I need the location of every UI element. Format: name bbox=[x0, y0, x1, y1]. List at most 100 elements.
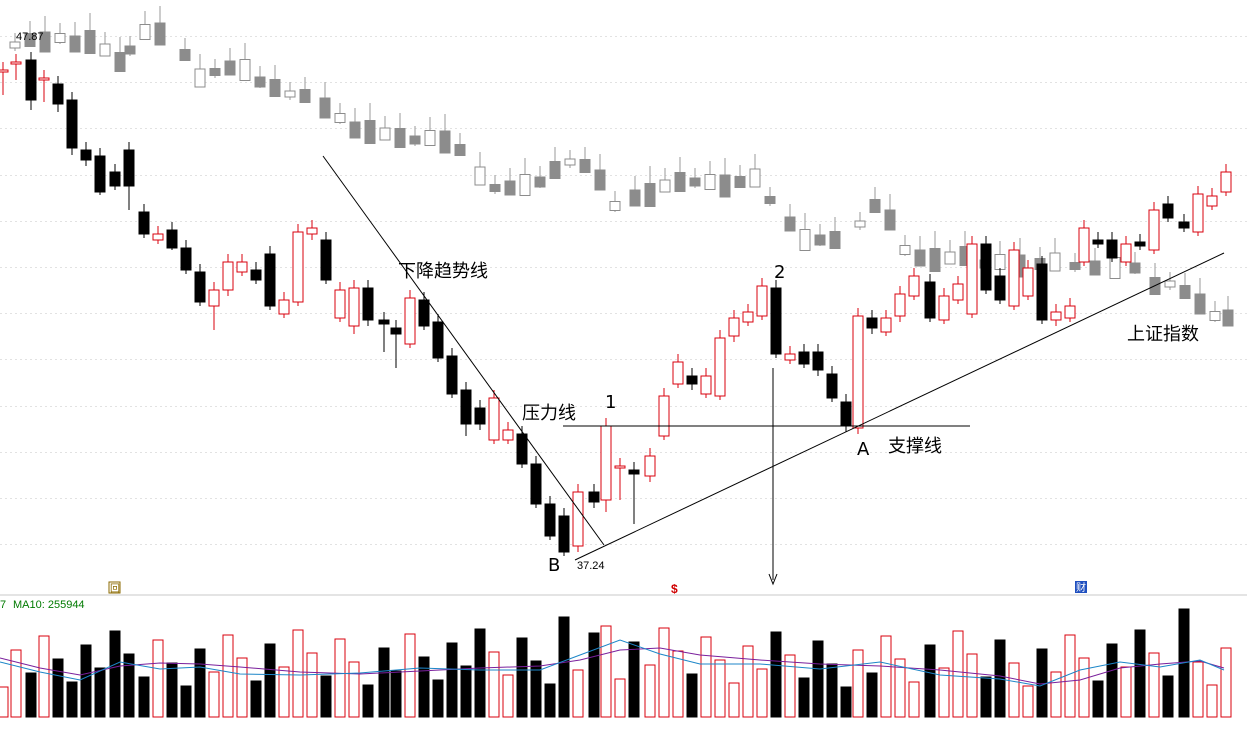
stock-candle bbox=[644, 448, 656, 482]
stock-candle bbox=[544, 496, 556, 540]
volume-bar bbox=[770, 631, 782, 718]
index-candle bbox=[299, 77, 311, 103]
event-marker-3[interactable]: 财 bbox=[1075, 581, 1087, 594]
volume-bar bbox=[784, 654, 796, 718]
stock-candle bbox=[460, 382, 472, 436]
stock-candle bbox=[1162, 196, 1174, 222]
index-candles bbox=[9, 6, 1234, 327]
index-candle bbox=[644, 166, 656, 207]
stock-candle bbox=[1120, 236, 1132, 266]
index-candle bbox=[719, 158, 731, 198]
stock-candle bbox=[38, 70, 50, 102]
index-candle bbox=[884, 194, 896, 231]
index-candle bbox=[439, 114, 451, 154]
resistance-label: 压力线 bbox=[522, 403, 576, 424]
breakout-arrow-head bbox=[768, 573, 778, 586]
stock-candle bbox=[474, 400, 486, 430]
volume-bar bbox=[109, 630, 121, 718]
svg-text:财: 财 bbox=[1076, 581, 1086, 594]
volume-bar bbox=[320, 675, 332, 718]
stock-candle bbox=[180, 240, 192, 274]
volume-bar bbox=[38, 635, 50, 718]
volume-bar bbox=[94, 667, 106, 718]
stock-candle bbox=[236, 254, 248, 276]
stock-candle bbox=[866, 310, 878, 334]
stock-candle bbox=[628, 462, 640, 524]
index-candle bbox=[474, 152, 486, 186]
index-candle bbox=[1069, 253, 1081, 272]
downtrend-line bbox=[322, 155, 605, 546]
stock-candle bbox=[138, 204, 150, 238]
index-candle bbox=[334, 103, 346, 124]
volume-bar bbox=[644, 664, 656, 718]
stock-candle bbox=[25, 52, 37, 110]
stock-candle bbox=[390, 320, 402, 368]
index-candle bbox=[54, 23, 66, 44]
stock-candle bbox=[378, 312, 390, 352]
stock-candle bbox=[1022, 260, 1034, 300]
volume-bar bbox=[742, 645, 754, 718]
stock-candles bbox=[0, 52, 1232, 556]
stock-candle bbox=[446, 348, 458, 398]
stock-candle bbox=[1064, 298, 1076, 322]
stock-candle bbox=[1134, 234, 1146, 250]
volume-bars bbox=[0, 608, 1232, 718]
point-b-label: B bbox=[548, 555, 560, 576]
volume-bar bbox=[840, 686, 852, 718]
volume-bar bbox=[236, 657, 248, 718]
volume-bar bbox=[530, 660, 542, 718]
volume-bar bbox=[1134, 629, 1146, 718]
volume-bar bbox=[544, 683, 556, 718]
stock-candle bbox=[530, 456, 542, 508]
index-candle bbox=[659, 168, 671, 193]
index-candle bbox=[1179, 273, 1191, 299]
stock-candle bbox=[1148, 202, 1160, 254]
volume-bar bbox=[1120, 666, 1132, 718]
stock-candle bbox=[700, 368, 712, 398]
index-candle bbox=[139, 11, 151, 40]
volume-bar bbox=[756, 668, 768, 718]
volume-bar bbox=[1148, 652, 1160, 718]
volume-bar bbox=[0, 686, 9, 718]
stock-candle bbox=[278, 292, 290, 318]
stock-candle bbox=[558, 508, 570, 556]
stock-candle bbox=[94, 148, 106, 195]
volume-bar bbox=[362, 684, 374, 718]
volume-bar bbox=[966, 653, 978, 718]
stock-candle bbox=[714, 330, 726, 400]
index-candle bbox=[239, 43, 251, 81]
volume-bar bbox=[516, 637, 528, 718]
stock-candle bbox=[250, 262, 262, 284]
index-candle bbox=[704, 161, 716, 190]
event-marker-1[interactable]: 回 bbox=[108, 581, 121, 595]
volume-bar bbox=[672, 650, 684, 718]
stock-candle bbox=[1178, 214, 1190, 232]
index-candle bbox=[114, 37, 126, 72]
volume-bar bbox=[614, 678, 626, 718]
event-marker-2[interactable]: $ bbox=[671, 582, 678, 596]
volume-bar bbox=[152, 639, 164, 718]
volume-bar bbox=[798, 677, 810, 718]
point-1-label: 1 bbox=[605, 392, 616, 413]
volume-bar bbox=[66, 681, 78, 718]
volume-bar bbox=[924, 644, 936, 718]
stock-candle bbox=[80, 142, 92, 166]
volume-bar bbox=[278, 666, 290, 718]
stock-candle bbox=[798, 344, 810, 368]
support-line bbox=[574, 252, 1225, 561]
index-candle bbox=[564, 150, 576, 168]
index-candle bbox=[749, 154, 761, 188]
volume-bar bbox=[460, 665, 472, 718]
stock-candle bbox=[588, 484, 600, 508]
index-candle bbox=[194, 54, 206, 88]
index-candle bbox=[409, 126, 421, 146]
volume-bar bbox=[1050, 671, 1062, 718]
stock-candle bbox=[1220, 164, 1232, 196]
stock-candle bbox=[924, 274, 936, 322]
index-candle bbox=[784, 204, 796, 232]
volume-bar bbox=[306, 652, 318, 718]
downtrend-label: 下降趋势线 bbox=[398, 261, 488, 282]
index-candle bbox=[394, 113, 406, 148]
stock-candle bbox=[152, 226, 164, 244]
